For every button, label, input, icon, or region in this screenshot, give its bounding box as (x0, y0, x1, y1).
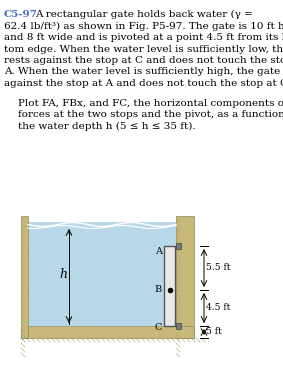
Bar (176, 323, 181, 329)
Bar (176, 216, 194, 338)
Text: 62.4 lb/ft³) as shown in Fig. P5-97. The gate is 10 ft high: 62.4 lb/ft³) as shown in Fig. P5-97. The… (4, 22, 283, 30)
Bar (21, 326, 194, 338)
Text: Plot FA, FBx, and FC, the horizontal components of the: Plot FA, FBx, and FC, the horizontal com… (18, 98, 283, 108)
Text: 5 ft: 5 ft (206, 327, 222, 337)
Text: C: C (155, 323, 162, 332)
Text: and 8 ft wide and is pivoted at a point 4.5 ft from its bot-: and 8 ft wide and is pivoted at a point … (4, 33, 283, 42)
Text: B: B (155, 286, 162, 294)
Text: 5.5 ft: 5.5 ft (206, 264, 230, 273)
Bar (176, 243, 181, 249)
Text: A: A (155, 247, 162, 256)
Text: A rectangular gate holds back water (γ =: A rectangular gate holds back water (γ = (35, 10, 253, 19)
Bar (28, 222, 176, 326)
Text: rests against the stop at C and does not touch the stop at: rests against the stop at C and does not… (4, 56, 283, 65)
Text: A. When the water level is sufficiently high, the gate presses: A. When the water level is sufficiently … (4, 68, 283, 76)
Text: h: h (59, 268, 67, 280)
Text: the water depth h (5 ≤ h ≤ 35 ft).: the water depth h (5 ≤ h ≤ 35 ft). (18, 121, 196, 131)
Text: forces at the two stops and the pivot, as a function of: forces at the two stops and the pivot, a… (18, 110, 283, 119)
Text: 4.5 ft: 4.5 ft (206, 304, 230, 312)
Bar (164, 246, 175, 326)
Text: C5-97: C5-97 (4, 10, 38, 19)
Bar (21, 216, 28, 338)
Text: against the stop at A and does not touch the stop at C.: against the stop at A and does not touch… (4, 79, 283, 88)
Text: tom edge. When the water level is sufficiently low, the gate: tom edge. When the water level is suffic… (4, 44, 283, 54)
